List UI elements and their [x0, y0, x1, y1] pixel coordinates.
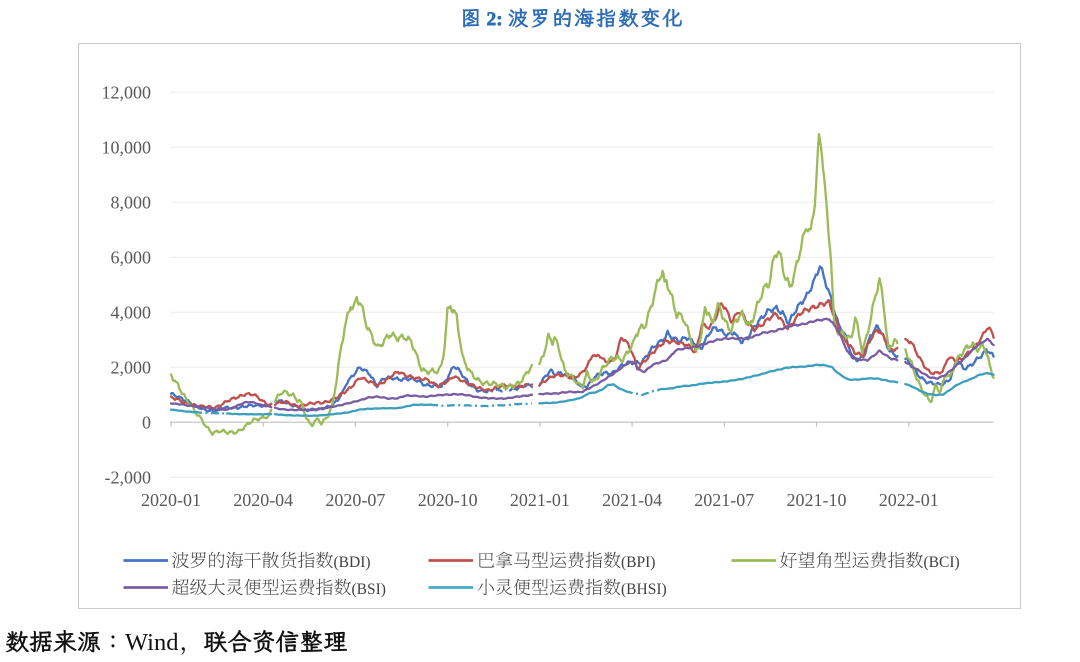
- svg-text:6,000: 6,000: [111, 247, 152, 267]
- svg-text:2020-07: 2020-07: [325, 490, 385, 510]
- svg-text:-2,000: -2,000: [105, 467, 152, 487]
- svg-text:10,000: 10,000: [102, 137, 152, 157]
- svg-text:2,000: 2,000: [111, 357, 152, 377]
- svg-text:2021-01: 2021-01: [510, 490, 570, 510]
- svg-text:4,000: 4,000: [111, 302, 152, 322]
- svg-text:2020-01: 2020-01: [141, 490, 201, 510]
- svg-text:2021-10: 2021-10: [787, 490, 847, 510]
- svg-text:(BSI): (BSI): [352, 581, 386, 598]
- svg-text:2021-07: 2021-07: [694, 490, 754, 510]
- svg-text:(BHSI): (BHSI): [621, 581, 667, 598]
- svg-text:2020-10: 2020-10: [418, 490, 478, 510]
- svg-text:12,000: 12,000: [102, 82, 152, 102]
- svg-text:(BPI): (BPI): [621, 554, 655, 571]
- svg-text:8,000: 8,000: [111, 192, 152, 212]
- svg-text:(BCI): (BCI): [924, 554, 960, 571]
- svg-text:2020-04: 2020-04: [233, 490, 293, 510]
- svg-text:0: 0: [142, 412, 151, 432]
- svg-text:(BDI): (BDI): [334, 554, 371, 571]
- svg-text:2022-01: 2022-01: [879, 490, 939, 510]
- svg-text:2021-04: 2021-04: [602, 490, 662, 510]
- svg-text:Wind: Wind: [125, 629, 178, 656]
